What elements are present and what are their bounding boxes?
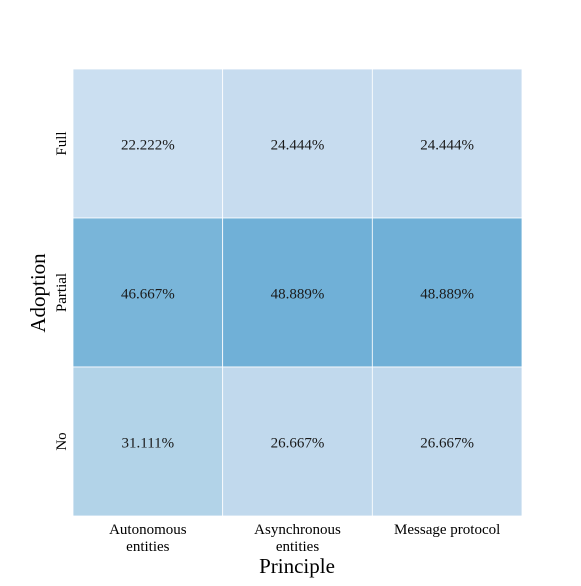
cell-value-label-r1-c1: 48.889% [271,287,325,303]
heatmap-cells [72,68,523,517]
x-tick-label-1-line-0: Asynchronous [254,522,341,538]
heatmap-cell-r1-c2 [371,217,523,368]
x-tick-label-1: Asynchronous entities [254,522,341,555]
y-axis-title: Adoption [26,253,50,333]
y-tick-label-2: No [54,432,70,450]
heatmap-cell-r0-c1 [222,68,373,219]
cell-value-label-r1-c2: 48.889% [420,287,474,303]
heatmap-cell-r2-c0 [72,366,224,517]
x-tick-label-2: Message protocol [394,522,500,538]
cell-value-label-r0-c0: 22.222% [121,138,175,154]
cell-value-label-r0-c1: 24.444% [271,138,325,154]
x-tick-label-0: Autonomous entities [109,522,187,555]
x-tick-label-0-line-1: entities [126,539,169,555]
heatmap-cell-r0-c0 [72,68,224,219]
heatmap-cell-r1-c0 [72,217,224,368]
cell-value-label-r2-c0: 31.111% [122,436,175,452]
cell-value-label-r2-c2: 26.667% [420,436,474,452]
heatmap-cell-r1-c1 [222,217,373,368]
x-axis-title: Principle [259,554,335,578]
heatmap-cell-r0-c2 [371,68,523,219]
x-tick-label-0-line-0: Autonomous [109,522,187,538]
cell-value-label-r0-c2: 24.444% [420,138,474,154]
cell-value-label-r2-c1: 26.667% [271,436,325,452]
y-tick-label-1: Partial [54,273,70,312]
heatmap-cell-r2-c1 [222,366,373,517]
cell-value-label-r1-c0: 46.667% [121,287,175,303]
y-tick-label-0: Full [54,131,70,155]
x-tick-label-1-line-1: entities [276,539,319,555]
x-tick-label-2-line-0: Message protocol [394,522,500,538]
y-tick-labels: Full Partial No [54,131,70,450]
cell-value-labels: 22.222% 24.444% 24.444% 46.667% 48.889% 48.88… [121,138,474,452]
heatmap-cell-r2-c2 [371,366,523,517]
